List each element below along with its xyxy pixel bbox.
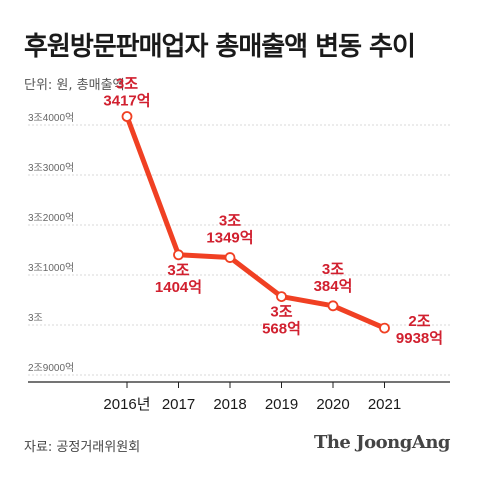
source-note: 자료: 공정거래위원회 (24, 440, 141, 455)
unit-note: 단위: 원, 총매출액 (24, 78, 125, 93)
y-tick-label: 3조4000억 (28, 112, 74, 124)
data-label: 3조 3417억 (103, 76, 150, 110)
data-point (276, 291, 287, 303)
y-tick-label: 3조2000억 (28, 212, 74, 224)
y-tick-label: 3조3000억 (28, 162, 74, 174)
data-label: 3조 384억 (314, 261, 353, 295)
data-label: 2조 9938억 (396, 313, 443, 347)
x-tick-label: 2017 (162, 396, 195, 413)
data-point (224, 252, 236, 263)
data-point (327, 300, 339, 312)
x-tick-label: 2020 (316, 396, 349, 413)
y-tick-label: 3조 (28, 313, 43, 324)
data-label: 3조 1404억 (155, 262, 202, 296)
data-label: 3조 1349억 (206, 213, 253, 247)
x-tick-label: 2021 (368, 396, 401, 413)
x-tick-label: 2018 (213, 396, 246, 413)
brand-logo: The JoongAng (313, 432, 451, 453)
data-point (379, 322, 390, 334)
y-tick-label: 3조1000억 (28, 262, 74, 274)
chart-title: 후원방문판매업자 총매출액 변동 추이 (24, 32, 416, 62)
data-point (121, 111, 133, 122)
y-tick-label: 2조9000억 (28, 362, 74, 374)
x-tick-label: 2016년 (103, 396, 150, 413)
data-label: 3조 568억 (262, 304, 301, 338)
series-line (124, 114, 387, 331)
x-tick-label: 2019 (265, 396, 298, 413)
data-point (173, 249, 184, 261)
